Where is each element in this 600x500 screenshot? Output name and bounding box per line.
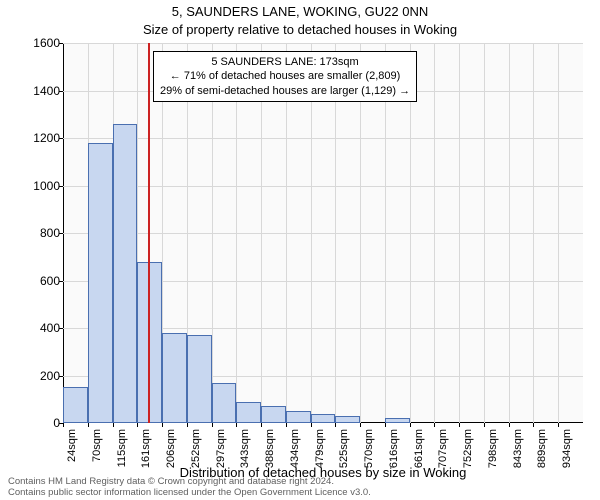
xtick-mark	[187, 423, 188, 427]
gridline-v	[509, 43, 510, 423]
gridline-v	[558, 43, 559, 423]
xtick-mark	[236, 423, 237, 427]
gridline-v	[459, 43, 460, 423]
ytick-label: 1600	[10, 36, 60, 50]
xtick-mark	[509, 423, 510, 427]
xtick-label: 843sqm	[512, 429, 524, 489]
xtick-mark	[434, 423, 435, 427]
xtick-label: 752sqm	[462, 429, 474, 489]
xtick-label: 70sqm	[91, 429, 103, 489]
ytick-label: 1200	[10, 131, 60, 145]
ytick-label: 800	[10, 226, 60, 240]
gridline-v	[484, 43, 485, 423]
xtick-mark	[484, 423, 485, 427]
xtick-mark	[360, 423, 361, 427]
xtick-mark	[162, 423, 163, 427]
xtick-mark	[459, 423, 460, 427]
xtick-mark	[113, 423, 114, 427]
xtick-label: 798sqm	[487, 429, 499, 489]
xtick-mark	[311, 423, 312, 427]
xtick-mark	[385, 423, 386, 427]
xtick-mark	[410, 423, 411, 427]
xtick-mark	[63, 423, 64, 427]
chart-plot-area: 5 SAUNDERS LANE: 173sqm← 71% of detached…	[63, 43, 583, 423]
gridline-h	[63, 138, 583, 139]
chart-subtitle: Size of property relative to detached ho…	[0, 22, 600, 37]
xtick-label: 707sqm	[437, 429, 449, 489]
histogram-bar	[311, 414, 336, 424]
histogram-bar	[212, 383, 237, 423]
ytick-label: 400	[10, 321, 60, 335]
gridline-h	[63, 233, 583, 234]
ytick-label: 0	[10, 416, 60, 430]
histogram-bar	[261, 406, 286, 423]
xtick-label: 889sqm	[536, 429, 548, 489]
xtick-mark	[261, 423, 262, 427]
xtick-label: 570sqm	[363, 429, 375, 489]
xtick-mark	[558, 423, 559, 427]
gridline-h	[63, 43, 583, 44]
xtick-label: 388sqm	[264, 429, 276, 489]
xtick-label: 206sqm	[165, 429, 177, 489]
xtick-mark	[137, 423, 138, 427]
xtick-label: 661sqm	[413, 429, 425, 489]
chart-annotation-box: 5 SAUNDERS LANE: 173sqm← 71% of detached…	[153, 51, 417, 102]
xtick-label: 434sqm	[289, 429, 301, 489]
annotation-line: 5 SAUNDERS LANE: 173sqm	[160, 55, 410, 69]
gridline-h	[63, 186, 583, 187]
xtick-label: 297sqm	[215, 429, 227, 489]
xtick-label: 479sqm	[314, 429, 326, 489]
xtick-label: 24sqm	[66, 429, 78, 489]
histogram-bar	[286, 411, 311, 423]
ytick-label: 1000	[10, 179, 60, 193]
xtick-mark	[88, 423, 89, 427]
histogram-bar	[236, 402, 261, 423]
annotation-line: 29% of semi-detached houses are larger (…	[160, 84, 410, 98]
histogram-bar	[88, 143, 113, 423]
reference-line	[148, 43, 150, 423]
ytick-label: 1400	[10, 84, 60, 98]
annotation-line: ← 71% of detached houses are smaller (2,…	[160, 69, 410, 83]
xtick-mark	[533, 423, 534, 427]
xtick-label: 525sqm	[338, 429, 350, 489]
xtick-label: 161sqm	[140, 429, 152, 489]
histogram-bar	[162, 333, 187, 423]
histogram-bar	[113, 124, 138, 423]
xtick-label: 115sqm	[116, 429, 128, 489]
histogram-bar	[385, 418, 410, 423]
histogram-bar	[335, 416, 360, 423]
xtick-mark	[212, 423, 213, 427]
gridline-v	[533, 43, 534, 423]
gridline-v	[434, 43, 435, 423]
xtick-label: 616sqm	[388, 429, 400, 489]
xtick-label: 934sqm	[561, 429, 573, 489]
histogram-bar	[187, 335, 212, 423]
ytick-label: 200	[10, 369, 60, 383]
xtick-mark	[286, 423, 287, 427]
xtick-label: 252sqm	[190, 429, 202, 489]
xtick-label: 343sqm	[239, 429, 251, 489]
ytick-label: 600	[10, 274, 60, 288]
xtick-mark	[335, 423, 336, 427]
page-title: 5, SAUNDERS LANE, WOKING, GU22 0NN	[0, 4, 600, 19]
histogram-bar	[63, 387, 88, 423]
